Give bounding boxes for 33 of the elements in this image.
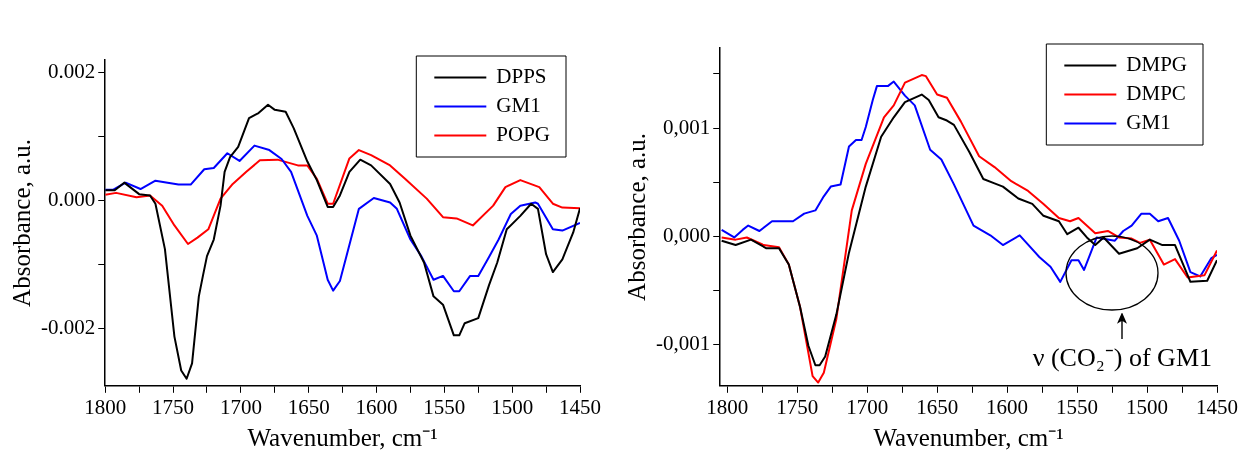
legend-label: DPPS xyxy=(496,64,547,89)
annotation: ν (CO₂⁻) of GM1 xyxy=(1032,342,1212,372)
y-tick-label: 0.000 xyxy=(47,187,96,212)
x-tick-label: 1500 xyxy=(491,394,534,419)
x-tick-label: 1600 xyxy=(986,394,1029,419)
legend-label: GM1 xyxy=(1126,110,1171,135)
y-tick-label: 0,001 xyxy=(662,114,711,139)
x-tick-label: 1600 xyxy=(355,394,398,419)
x-tick-label: 1450 xyxy=(1196,394,1238,419)
legend-label: POPG xyxy=(496,122,551,147)
x-tick-label: 1550 xyxy=(423,394,466,419)
x-tick-label: 1800 xyxy=(706,394,749,419)
x-tick-label: 1700 xyxy=(846,394,889,419)
x-tick-label: 1650 xyxy=(287,394,330,419)
x-tick-label: 1450 xyxy=(559,394,601,419)
y-axis-title: Absorbance, a.u. xyxy=(622,132,650,301)
x-tick-label: 1500 xyxy=(1126,394,1169,419)
x-tick-label: 1800 xyxy=(84,394,127,419)
legend-label: DMPG xyxy=(1126,52,1187,77)
y-axis-title: Absorbance, a.u. xyxy=(7,138,35,307)
x-axis-title: Wavenumber, cm⁻¹ xyxy=(873,423,1064,451)
y-tick-label: 0,000 xyxy=(662,222,711,247)
y-tick-label: -0.002 xyxy=(40,314,96,339)
x-tick-label: 1700 xyxy=(219,394,262,419)
x-tick-label: 1650 xyxy=(916,394,959,419)
y-tick-label: 0.002 xyxy=(47,59,96,84)
legend-label: DMPC xyxy=(1126,81,1186,106)
x-tick-label: 1750 xyxy=(152,394,195,419)
legend-label: GM1 xyxy=(496,93,541,118)
x-tick-label: 1550 xyxy=(1056,394,1099,419)
x-axis-title: Wavenumber, cm⁻¹ xyxy=(247,423,438,451)
x-tick-label: 1750 xyxy=(776,394,819,419)
y-tick-label: -0,001 xyxy=(655,331,711,356)
